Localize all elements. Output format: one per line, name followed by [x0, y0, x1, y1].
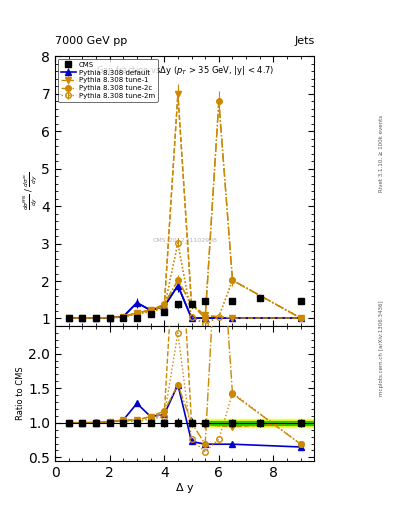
Y-axis label: $\frac{d\sigma^{MN}}{dy}$ / $\frac{d\sigma^{xc}}{dy}$: $\frac{d\sigma^{MN}}{dy}$ / $\frac{d\sig… [20, 172, 39, 210]
X-axis label: $\Delta$ y: $\Delta$ y [175, 481, 195, 495]
Text: 7000 GeV pp: 7000 GeV pp [55, 36, 127, 46]
Text: Gap fraction vs$\Delta$y ($p_T$ > 35 GeV, |y| < 4.7): Gap fraction vs$\Delta$y ($p_T$ > 35 GeV… [95, 65, 274, 77]
Text: CMS_2012_I1102908: CMS_2012_I1102908 [152, 237, 217, 243]
Text: Rivet 3.1.10, ≥ 100k events: Rivet 3.1.10, ≥ 100k events [379, 115, 384, 192]
Text: Jets: Jets [294, 36, 314, 46]
Text: mcplots.cern.ch [arXiv:1306.3436]: mcplots.cern.ch [arXiv:1306.3436] [379, 301, 384, 396]
Y-axis label: Ratio to CMS: Ratio to CMS [17, 367, 26, 420]
Legend: CMS, Pythia 8.308 default, Pythia 8.308 tune-1, Pythia 8.308 tune-2c, Pythia 8.3: CMS, Pythia 8.308 default, Pythia 8.308 … [58, 59, 158, 101]
